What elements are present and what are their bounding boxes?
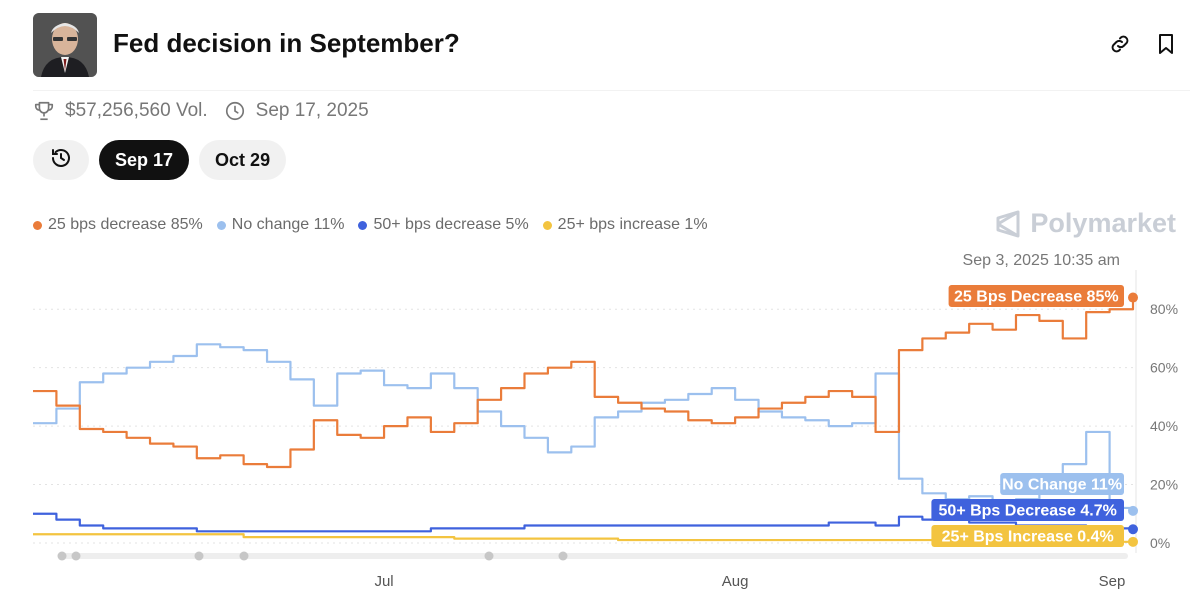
y-tick-label: 40% bbox=[1150, 418, 1178, 434]
scrubber-marker bbox=[239, 551, 249, 561]
series-badge-label: No Change 11% bbox=[1002, 477, 1122, 494]
x-tick-label: Jul bbox=[374, 573, 393, 590]
legend-dot bbox=[216, 220, 226, 230]
tab-sep-17[interactable]: Sep 17 bbox=[99, 140, 190, 180]
chart-legend: 25 bps decrease 85% No change 11% 50+ bp… bbox=[33, 216, 708, 234]
series-badge bbox=[1000, 473, 1124, 495]
link-icon[interactable] bbox=[1108, 32, 1132, 56]
series-badge-label: 25 Bps Decrease 85% bbox=[954, 289, 1119, 306]
date-tabs: Sep 17 Oct 29 bbox=[33, 140, 287, 180]
y-tick-label: 60% bbox=[1150, 360, 1178, 376]
history-icon bbox=[49, 146, 73, 175]
series-line bbox=[33, 343, 1135, 511]
legend-dot bbox=[542, 220, 552, 230]
clock-icon bbox=[224, 100, 246, 122]
series-endpoint bbox=[1128, 505, 1138, 516]
legend-item: No change 11% bbox=[216, 216, 344, 234]
series-badge bbox=[948, 285, 1124, 307]
series-endpoint bbox=[1128, 536, 1138, 547]
scrubber-marker bbox=[484, 551, 494, 561]
x-tick-label: Sep bbox=[1099, 573, 1126, 590]
time-scrubber-track bbox=[58, 553, 1128, 559]
end-date-text: Sep 17, 2025 bbox=[255, 100, 369, 121]
legend-dot bbox=[358, 220, 368, 230]
series-line bbox=[33, 297, 1135, 469]
legend-item: 25+ bps increase 1% bbox=[542, 216, 708, 234]
scrubber-marker bbox=[71, 551, 81, 561]
legend-item: 50+ bps decrease 5% bbox=[358, 216, 529, 234]
legend-item: 25 bps decrease 85% bbox=[33, 216, 203, 234]
series-badge-label: 25+ Bps Increase 0.4% bbox=[942, 529, 1114, 546]
x-tick-label: Aug bbox=[722, 573, 749, 590]
volume-text: $57,256,560 Vol. bbox=[65, 100, 208, 121]
series-badge-label: 50+ Bps Decrease 4.7% bbox=[939, 503, 1117, 520]
y-tick-label: 80% bbox=[1150, 301, 1178, 317]
y-tick-label: 20% bbox=[1150, 477, 1178, 493]
avatar bbox=[33, 13, 97, 77]
legend-dot bbox=[33, 220, 42, 230]
page-title: Fed decision in September? bbox=[113, 28, 460, 58]
scrubber-marker bbox=[194, 551, 204, 561]
polymarket-logo: Polymarket bbox=[994, 208, 1176, 239]
series-badge bbox=[931, 499, 1124, 521]
y-tick-label: 0% bbox=[1150, 535, 1170, 551]
hover-timestamp: Sep 3, 2025 10:35 am bbox=[962, 252, 1120, 269]
tab-oct-29[interactable]: Oct 29 bbox=[199, 140, 287, 180]
scrubber-marker bbox=[558, 551, 568, 561]
bookmark-icon[interactable] bbox=[1154, 32, 1178, 56]
series-line bbox=[33, 512, 1135, 533]
market-meta: $57,256,560 Vol. Sep 17, 2025 bbox=[33, 100, 369, 122]
tab-history[interactable] bbox=[33, 140, 89, 180]
header-divider bbox=[33, 90, 1190, 91]
series-badge bbox=[931, 525, 1124, 547]
polymarket-logo-icon bbox=[996, 210, 1020, 237]
series-endpoint bbox=[1128, 524, 1138, 535]
scrubber-marker bbox=[57, 551, 67, 561]
series-endpoint bbox=[1128, 292, 1138, 303]
trophy-icon bbox=[33, 100, 55, 122]
